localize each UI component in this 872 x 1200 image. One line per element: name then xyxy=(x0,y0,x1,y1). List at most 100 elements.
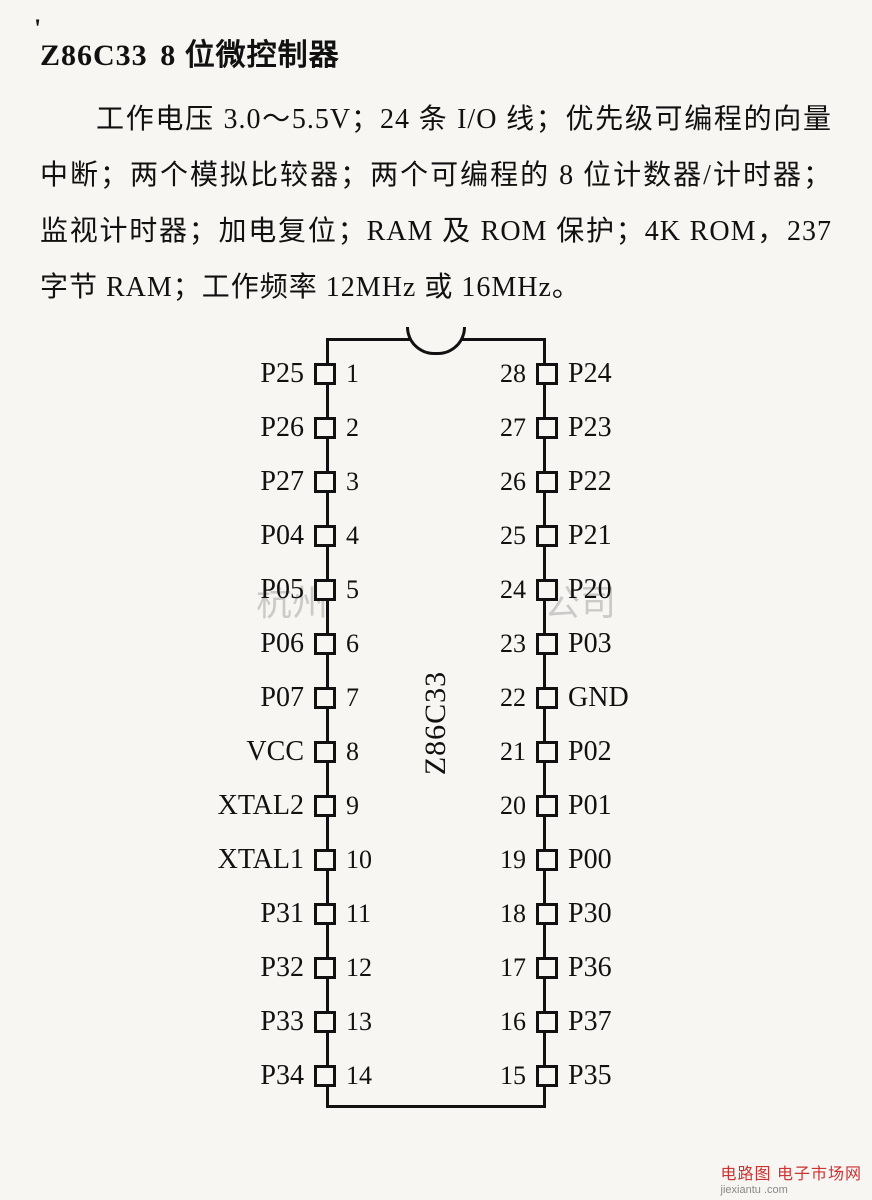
pin-5: P055 xyxy=(156,578,376,602)
pin-box-icon xyxy=(536,363,558,385)
pin-name: P31 xyxy=(184,898,314,930)
pin-number: 7 xyxy=(336,683,376,713)
pin-14: P3414 xyxy=(156,1064,376,1088)
pin-10: XTAL110 xyxy=(156,848,376,872)
title-prefix: ' xyxy=(34,14,41,44)
pin-box-icon xyxy=(536,903,558,925)
footer-sub: jiexiantu .com xyxy=(721,1184,862,1196)
pin-box-icon xyxy=(314,1011,336,1033)
pin-name: P05 xyxy=(184,574,314,606)
pin-25: 25P21 xyxy=(496,524,716,548)
pin-number: 13 xyxy=(336,1007,376,1037)
pin-6: P066 xyxy=(156,632,376,656)
pin-number: 11 xyxy=(336,899,376,929)
pin-box-icon xyxy=(314,579,336,601)
pin-number: 21 xyxy=(496,737,536,767)
pin-name: P04 xyxy=(184,520,314,552)
pin-name: P01 xyxy=(558,790,688,822)
pin-box-icon xyxy=(536,1011,558,1033)
pin-number: 1 xyxy=(336,359,376,389)
title-rest xyxy=(152,39,161,72)
pin-2: P262 xyxy=(156,416,376,440)
pin-number: 2 xyxy=(336,413,376,443)
pin-number: 18 xyxy=(496,899,536,929)
pin-21: 21P02 xyxy=(496,740,716,764)
chip-diagram: Z86C33 P251P262P273P044P055P066P077VCC8X… xyxy=(40,338,832,1108)
pin-box-icon xyxy=(314,849,336,871)
pin-number: 15 xyxy=(496,1061,536,1091)
pin-box-icon xyxy=(536,471,558,493)
pin-name: P32 xyxy=(184,952,314,984)
pin-number: 20 xyxy=(496,791,536,821)
pin-9: XTAL29 xyxy=(156,794,376,818)
pin-number: 19 xyxy=(496,845,536,875)
pin-box-icon xyxy=(536,741,558,763)
chip-body: Z86C33 xyxy=(326,338,546,1108)
pin-number: 27 xyxy=(496,413,536,443)
pin-number: 3 xyxy=(336,467,376,497)
pin-name: P25 xyxy=(184,358,314,390)
chip-notch-icon xyxy=(406,327,466,355)
description-paragraph: 工作电压 3.0～5.5V；24 条 I/O 线；优先级可编程的向量中断；两个模… xyxy=(40,92,832,316)
chip: Z86C33 P251P262P273P044P055P066P077VCC8X… xyxy=(156,338,716,1108)
pin-11: P3111 xyxy=(156,902,376,926)
pin-box-icon xyxy=(314,741,336,763)
pin-13: P3313 xyxy=(156,1010,376,1034)
pin-box-icon xyxy=(314,525,336,547)
pin-name: GND xyxy=(558,682,688,714)
title-text: 8 位微控制器 xyxy=(160,39,340,72)
pin-22: 22GND xyxy=(496,686,716,710)
pin-name: P02 xyxy=(558,736,688,768)
pin-7: P077 xyxy=(156,686,376,710)
pin-box-icon xyxy=(536,525,558,547)
pin-16: 16P37 xyxy=(496,1010,716,1034)
pin-1: P251 xyxy=(156,362,376,386)
footer-watermark: 电路图 电子市场网 jiexiantu .com xyxy=(721,1160,862,1196)
pin-box-icon xyxy=(314,633,336,655)
pin-box-icon xyxy=(314,363,336,385)
pin-name: P24 xyxy=(558,358,688,390)
pin-27: 27P23 xyxy=(496,416,716,440)
pin-name: P21 xyxy=(558,520,688,552)
pin-number: 12 xyxy=(336,953,376,983)
pin-name: P23 xyxy=(558,412,688,444)
pin-18: 18P30 xyxy=(496,902,716,926)
pin-box-icon xyxy=(536,633,558,655)
pin-number: 22 xyxy=(496,683,536,713)
pin-number: 6 xyxy=(336,629,376,659)
title-model: Z86C33 xyxy=(40,39,148,72)
pin-box-icon xyxy=(536,579,558,601)
pin-15: 15P35 xyxy=(496,1064,716,1088)
pin-name: P26 xyxy=(184,412,314,444)
pin-box-icon xyxy=(314,1065,336,1087)
pin-19: 19P00 xyxy=(496,848,716,872)
pin-name: P35 xyxy=(558,1060,688,1092)
pin-name: P20 xyxy=(558,574,688,606)
pin-box-icon xyxy=(314,471,336,493)
pin-number: 10 xyxy=(336,845,376,875)
pin-box-icon xyxy=(536,1065,558,1087)
pin-3: P273 xyxy=(156,470,376,494)
pin-name: P07 xyxy=(184,682,314,714)
pin-box-icon xyxy=(314,957,336,979)
pin-name: P27 xyxy=(184,466,314,498)
pin-name: P36 xyxy=(558,952,688,984)
pin-12: P3212 xyxy=(156,956,376,980)
pin-box-icon xyxy=(314,687,336,709)
pin-name: XTAL1 xyxy=(184,844,314,876)
pin-number: 26 xyxy=(496,467,536,497)
pin-24: 24P20 xyxy=(496,578,716,602)
pin-number: 8 xyxy=(336,737,376,767)
page: ' Z86C33 8 位微控制器 工作电压 3.0～5.5V；24 条 I/O … xyxy=(0,0,872,1200)
pin-name: P22 xyxy=(558,466,688,498)
pin-number: 9 xyxy=(336,791,376,821)
pin-number: 28 xyxy=(496,359,536,389)
pin-box-icon xyxy=(536,795,558,817)
pin-name: P30 xyxy=(558,898,688,930)
pin-name: P06 xyxy=(184,628,314,660)
pin-20: 20P01 xyxy=(496,794,716,818)
pin-number: 25 xyxy=(496,521,536,551)
chip-label: Z86C33 xyxy=(419,671,453,775)
pin-box-icon xyxy=(314,795,336,817)
pin-name: P33 xyxy=(184,1006,314,1038)
